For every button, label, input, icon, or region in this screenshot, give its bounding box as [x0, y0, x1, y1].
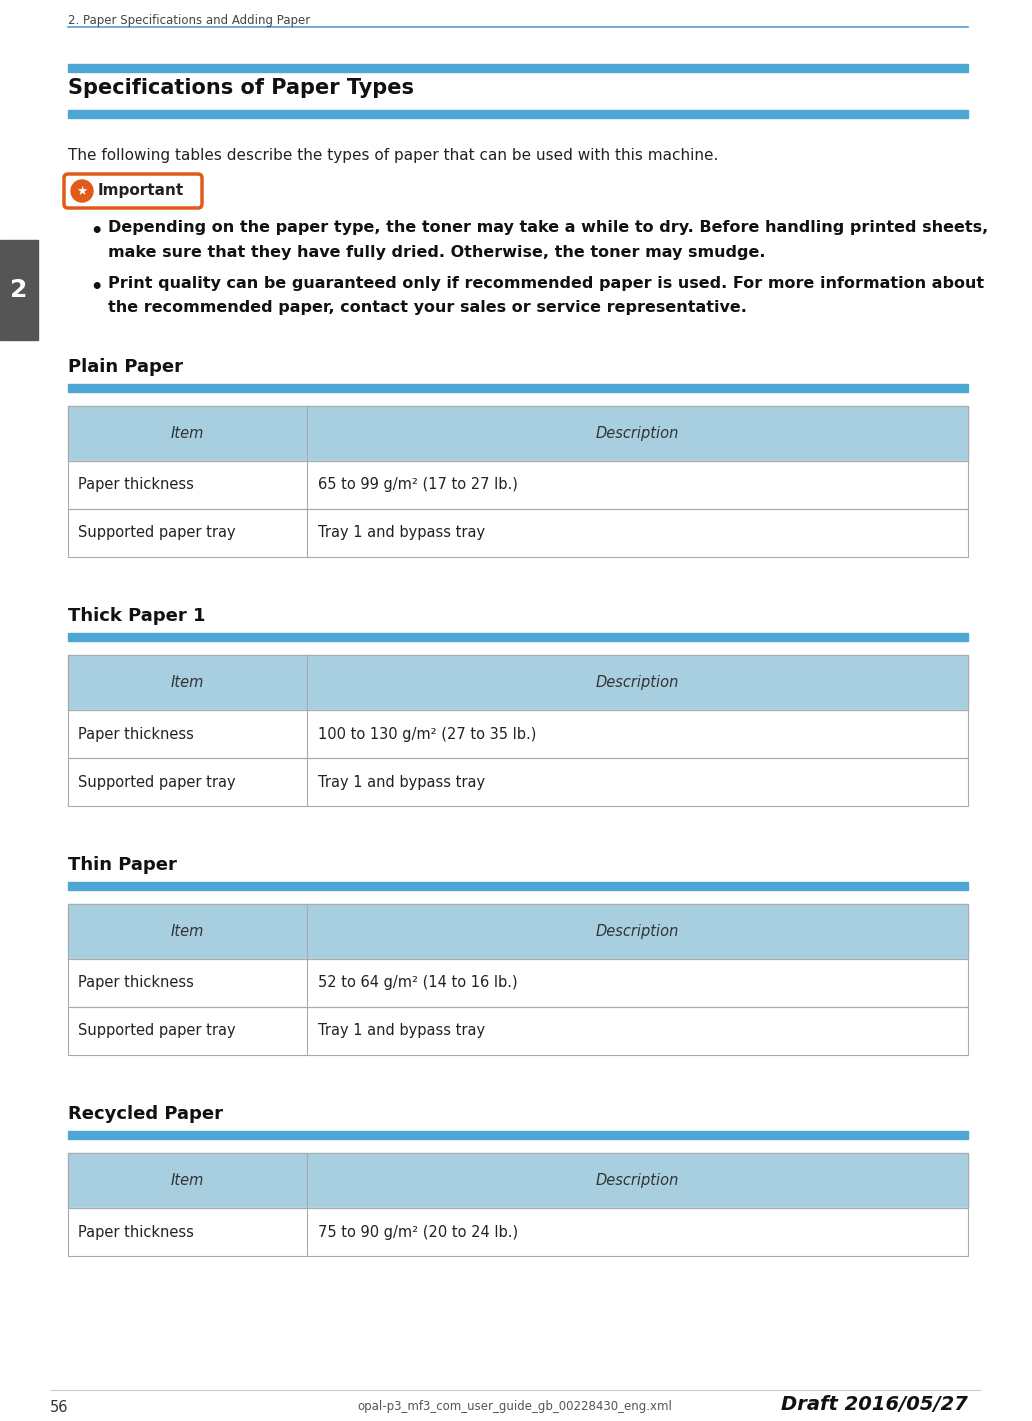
Bar	[68, 904, 968, 959]
Bar	[68, 1152, 968, 1208]
Text: Description: Description	[595, 924, 679, 939]
Text: Tray 1 and bypass tray: Tray 1 and bypass tray	[319, 1023, 486, 1039]
Bar	[68, 710, 968, 757]
Bar	[68, 1007, 968, 1054]
Text: The following tables describe the types of paper that can be used with this mach: The following tables describe the types …	[68, 148, 718, 163]
Text: opal-p3_mf3_com_user_guide_gb_00228430_eng.xml: opal-p3_mf3_com_user_guide_gb_00228430_e…	[357, 1400, 673, 1412]
Text: Description: Description	[595, 675, 679, 691]
Bar	[68, 384, 968, 392]
Bar	[68, 882, 968, 890]
Bar	[0, 240, 38, 340]
Text: Specifications of Paper Types: Specifications of Paper Types	[68, 78, 414, 98]
Text: ★: ★	[76, 185, 88, 198]
Bar	[68, 655, 968, 710]
Text: Paper thickness: Paper thickness	[78, 477, 194, 493]
Text: Supported paper tray: Supported paper tray	[78, 1023, 235, 1039]
Text: Recycled Paper: Recycled Paper	[68, 1106, 223, 1123]
Text: make sure that they have fully dried. Otherwise, the toner may smudge.: make sure that they have fully dried. Ot…	[108, 244, 766, 260]
Text: •: •	[90, 222, 102, 242]
Bar	[68, 460, 968, 509]
Text: •: •	[90, 279, 102, 297]
Text: Description: Description	[595, 1172, 679, 1188]
Text: Item: Item	[170, 1172, 204, 1188]
Text: Description: Description	[595, 426, 679, 441]
Text: Print quality can be guaranteed only if recommended paper is used. For more info: Print quality can be guaranteed only if …	[108, 276, 985, 291]
Text: Tray 1 and bypass tray: Tray 1 and bypass tray	[319, 526, 486, 540]
Bar	[68, 1131, 968, 1140]
Text: Paper thickness: Paper thickness	[78, 726, 194, 742]
Text: 100 to 130 g/m² (27 to 35 lb.): 100 to 130 g/m² (27 to 35 lb.)	[319, 726, 537, 742]
Text: 75 to 90 g/m² (20 to 24 lb.): 75 to 90 g/m² (20 to 24 lb.)	[319, 1225, 519, 1239]
Text: Supported paper tray: Supported paper tray	[78, 774, 235, 790]
Text: Important: Important	[98, 183, 185, 199]
Text: Depending on the paper type, the toner may take a while to dry. Before handling : Depending on the paper type, the toner m…	[108, 220, 989, 234]
Text: Tray 1 and bypass tray: Tray 1 and bypass tray	[319, 774, 486, 790]
Bar	[68, 460, 968, 509]
Circle shape	[71, 180, 93, 202]
Text: Thick Paper 1: Thick Paper 1	[68, 607, 205, 625]
FancyBboxPatch shape	[64, 173, 202, 207]
Text: Draft 2016/05/27: Draft 2016/05/27	[781, 1395, 968, 1414]
Text: Item: Item	[170, 675, 204, 691]
Text: 65 to 99 g/m² (17 to 27 lb.): 65 to 99 g/m² (17 to 27 lb.)	[319, 477, 518, 493]
Text: Item: Item	[170, 426, 204, 441]
Bar	[68, 1208, 968, 1256]
Bar	[68, 904, 968, 959]
Text: the recommended paper, contact your sales or service representative.: the recommended paper, contact your sale…	[108, 300, 747, 315]
Bar	[68, 1152, 968, 1208]
Bar	[68, 509, 968, 557]
Text: Supported paper tray: Supported paper tray	[78, 526, 235, 540]
Text: Paper thickness: Paper thickness	[78, 1225, 194, 1239]
Bar	[68, 632, 968, 641]
Bar	[68, 64, 968, 72]
Bar	[68, 109, 968, 118]
Text: 2: 2	[10, 279, 28, 303]
Text: 56: 56	[50, 1400, 68, 1415]
Text: 52 to 64 g/m² (14 to 16 lb.): 52 to 64 g/m² (14 to 16 lb.)	[319, 975, 518, 990]
Bar	[68, 959, 968, 1007]
Bar	[68, 757, 968, 806]
Bar	[68, 406, 968, 460]
Bar	[68, 1007, 968, 1054]
Bar	[68, 655, 968, 710]
Text: Thin Paper: Thin Paper	[68, 855, 176, 874]
Bar	[68, 959, 968, 1007]
Bar	[68, 406, 968, 460]
Text: 2. Paper Specifications and Adding Paper: 2. Paper Specifications and Adding Paper	[68, 14, 311, 27]
Bar	[68, 710, 968, 757]
Bar	[68, 757, 968, 806]
Bar	[68, 1208, 968, 1256]
Bar	[68, 509, 968, 557]
Text: Plain Paper: Plain Paper	[68, 358, 183, 377]
Text: Item: Item	[170, 924, 204, 939]
Text: Paper thickness: Paper thickness	[78, 975, 194, 990]
